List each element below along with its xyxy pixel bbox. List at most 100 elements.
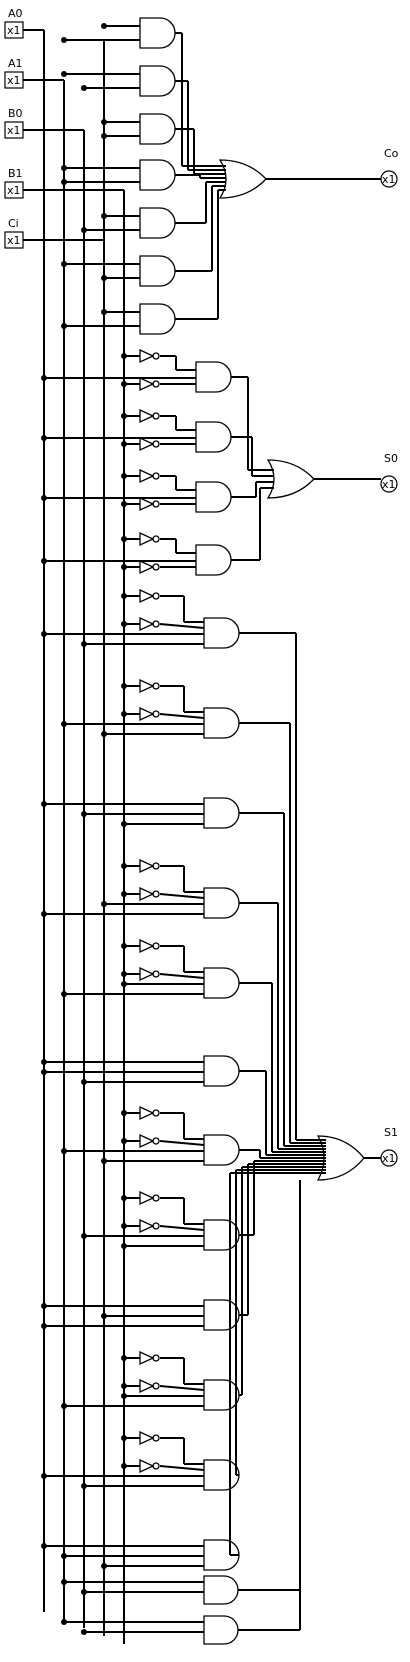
not-gate-s0-3a bbox=[139, 468, 155, 484]
input-pin-b0[interactable]: B0 x1 bbox=[4, 107, 24, 139]
input-value-b0: x1 bbox=[7, 124, 21, 137]
not-gate-s1-5b-bubble bbox=[152, 970, 160, 978]
or-gate-s0 bbox=[266, 459, 315, 499]
and-gate-carry-1 bbox=[139, 17, 176, 49]
junction-dot bbox=[121, 683, 127, 689]
or-gate-co bbox=[218, 159, 267, 199]
junction-dot bbox=[121, 621, 127, 627]
not-gate-s0-4a-bubble bbox=[152, 535, 160, 543]
wire bbox=[159, 1140, 205, 1146]
junction-dot bbox=[101, 213, 107, 219]
junction-dot bbox=[81, 1233, 87, 1239]
input-label-a1: A1 bbox=[8, 57, 23, 70]
and-gate-carry-6 bbox=[139, 255, 176, 287]
input-label-b1: B1 bbox=[8, 167, 23, 180]
and-gate-s1-7 bbox=[203, 1134, 240, 1166]
junction-dot bbox=[121, 413, 127, 419]
junction-dot bbox=[121, 501, 127, 507]
junction-dot bbox=[121, 1223, 127, 1229]
junction-dot bbox=[81, 1629, 87, 1635]
junction-dot bbox=[101, 1563, 107, 1569]
junction-dot bbox=[101, 1313, 107, 1319]
and-gate-s1-9 bbox=[203, 1299, 240, 1331]
junction-dot bbox=[61, 179, 67, 185]
not-gate-s0-2a-bubble bbox=[152, 412, 160, 420]
not-gate-s1-11a bbox=[139, 1430, 155, 1446]
and-gate-s1-4 bbox=[203, 887, 240, 919]
not-gate-s1-8a-bubble bbox=[152, 1194, 160, 1202]
not-gate-s0-3a-bubble bbox=[152, 472, 160, 480]
junction-dot bbox=[121, 891, 127, 897]
input-pin-a0[interactable]: A0 x1 bbox=[4, 7, 24, 39]
not-gate-s1-11a-bubble bbox=[152, 1434, 160, 1442]
not-gate-s1-2b-bubble bbox=[152, 710, 160, 718]
input-pin-a1[interactable]: A1 x1 bbox=[4, 57, 24, 89]
and-gate-carry-4 bbox=[139, 159, 176, 191]
junction-dot bbox=[41, 558, 47, 564]
wire bbox=[159, 973, 205, 979]
junction-dot bbox=[121, 1355, 127, 1361]
not-gate-s1-11b-bubble bbox=[152, 1462, 160, 1470]
output-pin-s1[interactable]: S1 x1 bbox=[380, 1126, 398, 1167]
junction-dot bbox=[81, 1079, 87, 1085]
not-gate-s1-4a-bubble bbox=[152, 862, 160, 870]
output-label-s0: S0 bbox=[384, 452, 398, 465]
junction-dot bbox=[41, 435, 47, 441]
not-gate-s1-7a bbox=[139, 1105, 155, 1121]
junction-dot bbox=[41, 1473, 47, 1479]
not-gate-s1-1a bbox=[139, 588, 155, 604]
junction-dot bbox=[121, 1110, 127, 1116]
output-pin-s0[interactable]: S0 x1 bbox=[380, 452, 398, 493]
junction-dot bbox=[41, 801, 47, 807]
junction-dot bbox=[121, 981, 127, 987]
not-gate-s1-1b bbox=[139, 616, 155, 632]
junction-dot bbox=[121, 1138, 127, 1144]
not-gate-s1-4b bbox=[139, 886, 155, 902]
input-label-ci: Ci bbox=[8, 217, 19, 230]
junction-dot bbox=[81, 641, 87, 647]
and-gate-bottom-1 bbox=[203, 1575, 239, 1605]
junction-dot bbox=[121, 863, 127, 869]
not-gate-s0-1b bbox=[139, 376, 155, 392]
output-value-s1: x1 bbox=[382, 1152, 396, 1165]
not-gate-s1-2b bbox=[139, 706, 155, 722]
junction-dot bbox=[101, 309, 107, 315]
junction-dot bbox=[61, 721, 67, 727]
wire bbox=[159, 623, 205, 629]
input-value-ci: x1 bbox=[7, 234, 21, 247]
junction-dot bbox=[81, 811, 87, 817]
wire bbox=[159, 893, 205, 899]
not-gate-s0-2b bbox=[139, 436, 155, 452]
and-gate-s1-3 bbox=[203, 797, 240, 829]
junction-dot bbox=[41, 375, 47, 381]
not-gate-s1-4b-bubble bbox=[152, 890, 160, 898]
and-gate-s1-10 bbox=[203, 1379, 240, 1411]
junction-dot bbox=[121, 1463, 127, 1469]
input-pin-ci[interactable]: Ci x1 bbox=[4, 217, 24, 249]
and-gate-s0-3 bbox=[195, 481, 232, 513]
not-gate-s1-10b-bubble bbox=[152, 1382, 160, 1390]
not-gate-s0-4b-bubble bbox=[152, 563, 160, 571]
junction-dot bbox=[101, 731, 107, 737]
not-gate-s1-5a-bubble bbox=[152, 942, 160, 950]
junction-dot bbox=[61, 1579, 67, 1585]
not-gate-s0-1a-bubble bbox=[152, 352, 160, 360]
junction-dot bbox=[61, 165, 67, 171]
junction-dot bbox=[41, 1543, 47, 1549]
not-gate-s1-8b-bubble bbox=[152, 1222, 160, 1230]
junction-dot bbox=[61, 71, 67, 77]
logic-gates bbox=[41, 17, 381, 1645]
junction-dot bbox=[61, 991, 67, 997]
not-gate-s1-10b bbox=[139, 1378, 155, 1394]
input-pin-b1[interactable]: B1 x1 bbox=[4, 167, 24, 199]
junction-dot bbox=[121, 1195, 127, 1201]
junction-dot bbox=[121, 536, 127, 542]
input-value-a1: x1 bbox=[7, 74, 21, 87]
not-gate-s0-3b-bubble bbox=[152, 500, 160, 508]
not-gate-s1-11b bbox=[139, 1458, 155, 1474]
output-pin-co[interactable]: Co x1 bbox=[380, 147, 399, 188]
wire bbox=[159, 713, 205, 719]
input-value-b1: x1 bbox=[7, 184, 21, 197]
junction-dot bbox=[101, 275, 107, 281]
